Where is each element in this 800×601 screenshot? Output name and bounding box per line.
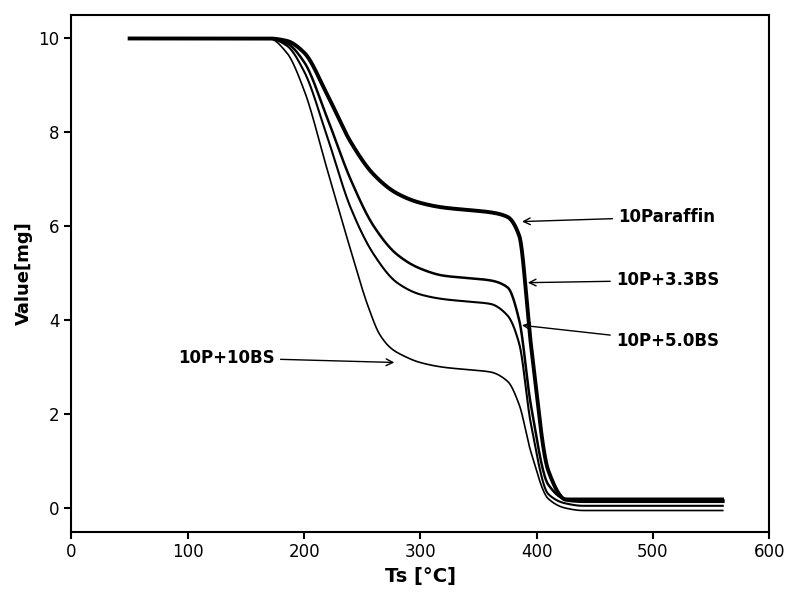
- Text: 10P+5.0BS: 10P+5.0BS: [523, 323, 718, 350]
- Text: 10P+10BS: 10P+10BS: [178, 349, 393, 367]
- Text: 10P+3.3BS: 10P+3.3BS: [530, 272, 719, 289]
- Text: 10Paraffin: 10Paraffin: [523, 208, 715, 226]
- Y-axis label: Value[mg]: Value[mg]: [15, 221, 33, 325]
- X-axis label: Ts [°C]: Ts [°C]: [385, 567, 456, 586]
